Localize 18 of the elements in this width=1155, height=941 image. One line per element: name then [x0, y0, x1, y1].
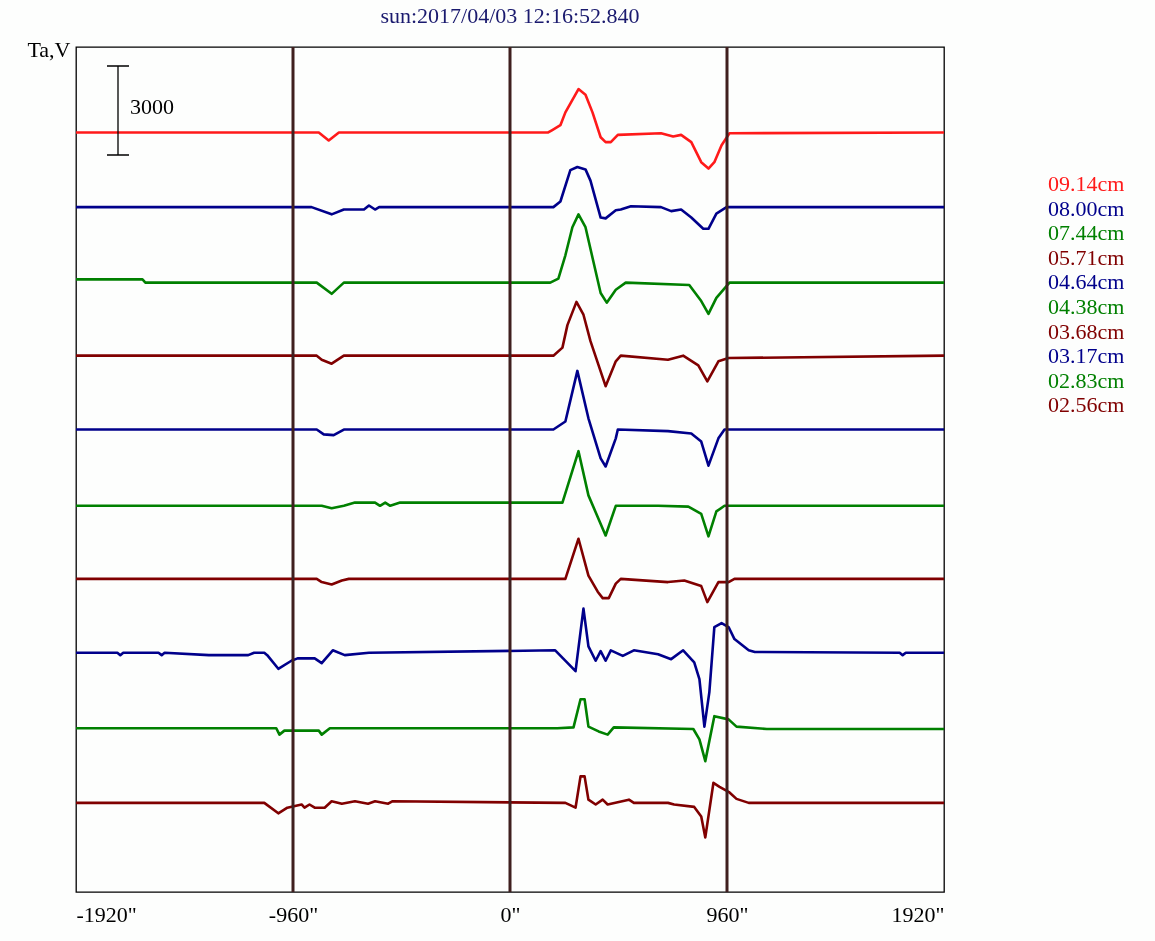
annotation: 3000 [130, 94, 174, 120]
x-tick-label: 1920" [891, 901, 945, 927]
x-tick-label: -1920" [76, 901, 137, 927]
text: 07.44cm [1048, 220, 1125, 246]
x-tick-label: -960" [268, 901, 319, 927]
x-tick-label: 0" [500, 901, 521, 927]
text: 03.68cm [1048, 318, 1125, 345]
text: 09.14cm [1048, 171, 1125, 197]
text: 02.83cm [1048, 367, 1125, 394]
x-tick-label: 960" [706, 901, 749, 927]
text: 02.56cm [1048, 392, 1125, 418]
text: 03.17cm [1048, 343, 1125, 369]
text: 04.64cm [1048, 269, 1125, 295]
text: 05.71cm [1048, 244, 1125, 271]
chart-title: sun:2017/04/03 12:16:52.840 [380, 3, 640, 28]
y-axis-title: Ta,V [27, 36, 71, 62]
text: 08.00cm [1048, 195, 1125, 222]
text: 04.38cm [1048, 293, 1125, 320]
